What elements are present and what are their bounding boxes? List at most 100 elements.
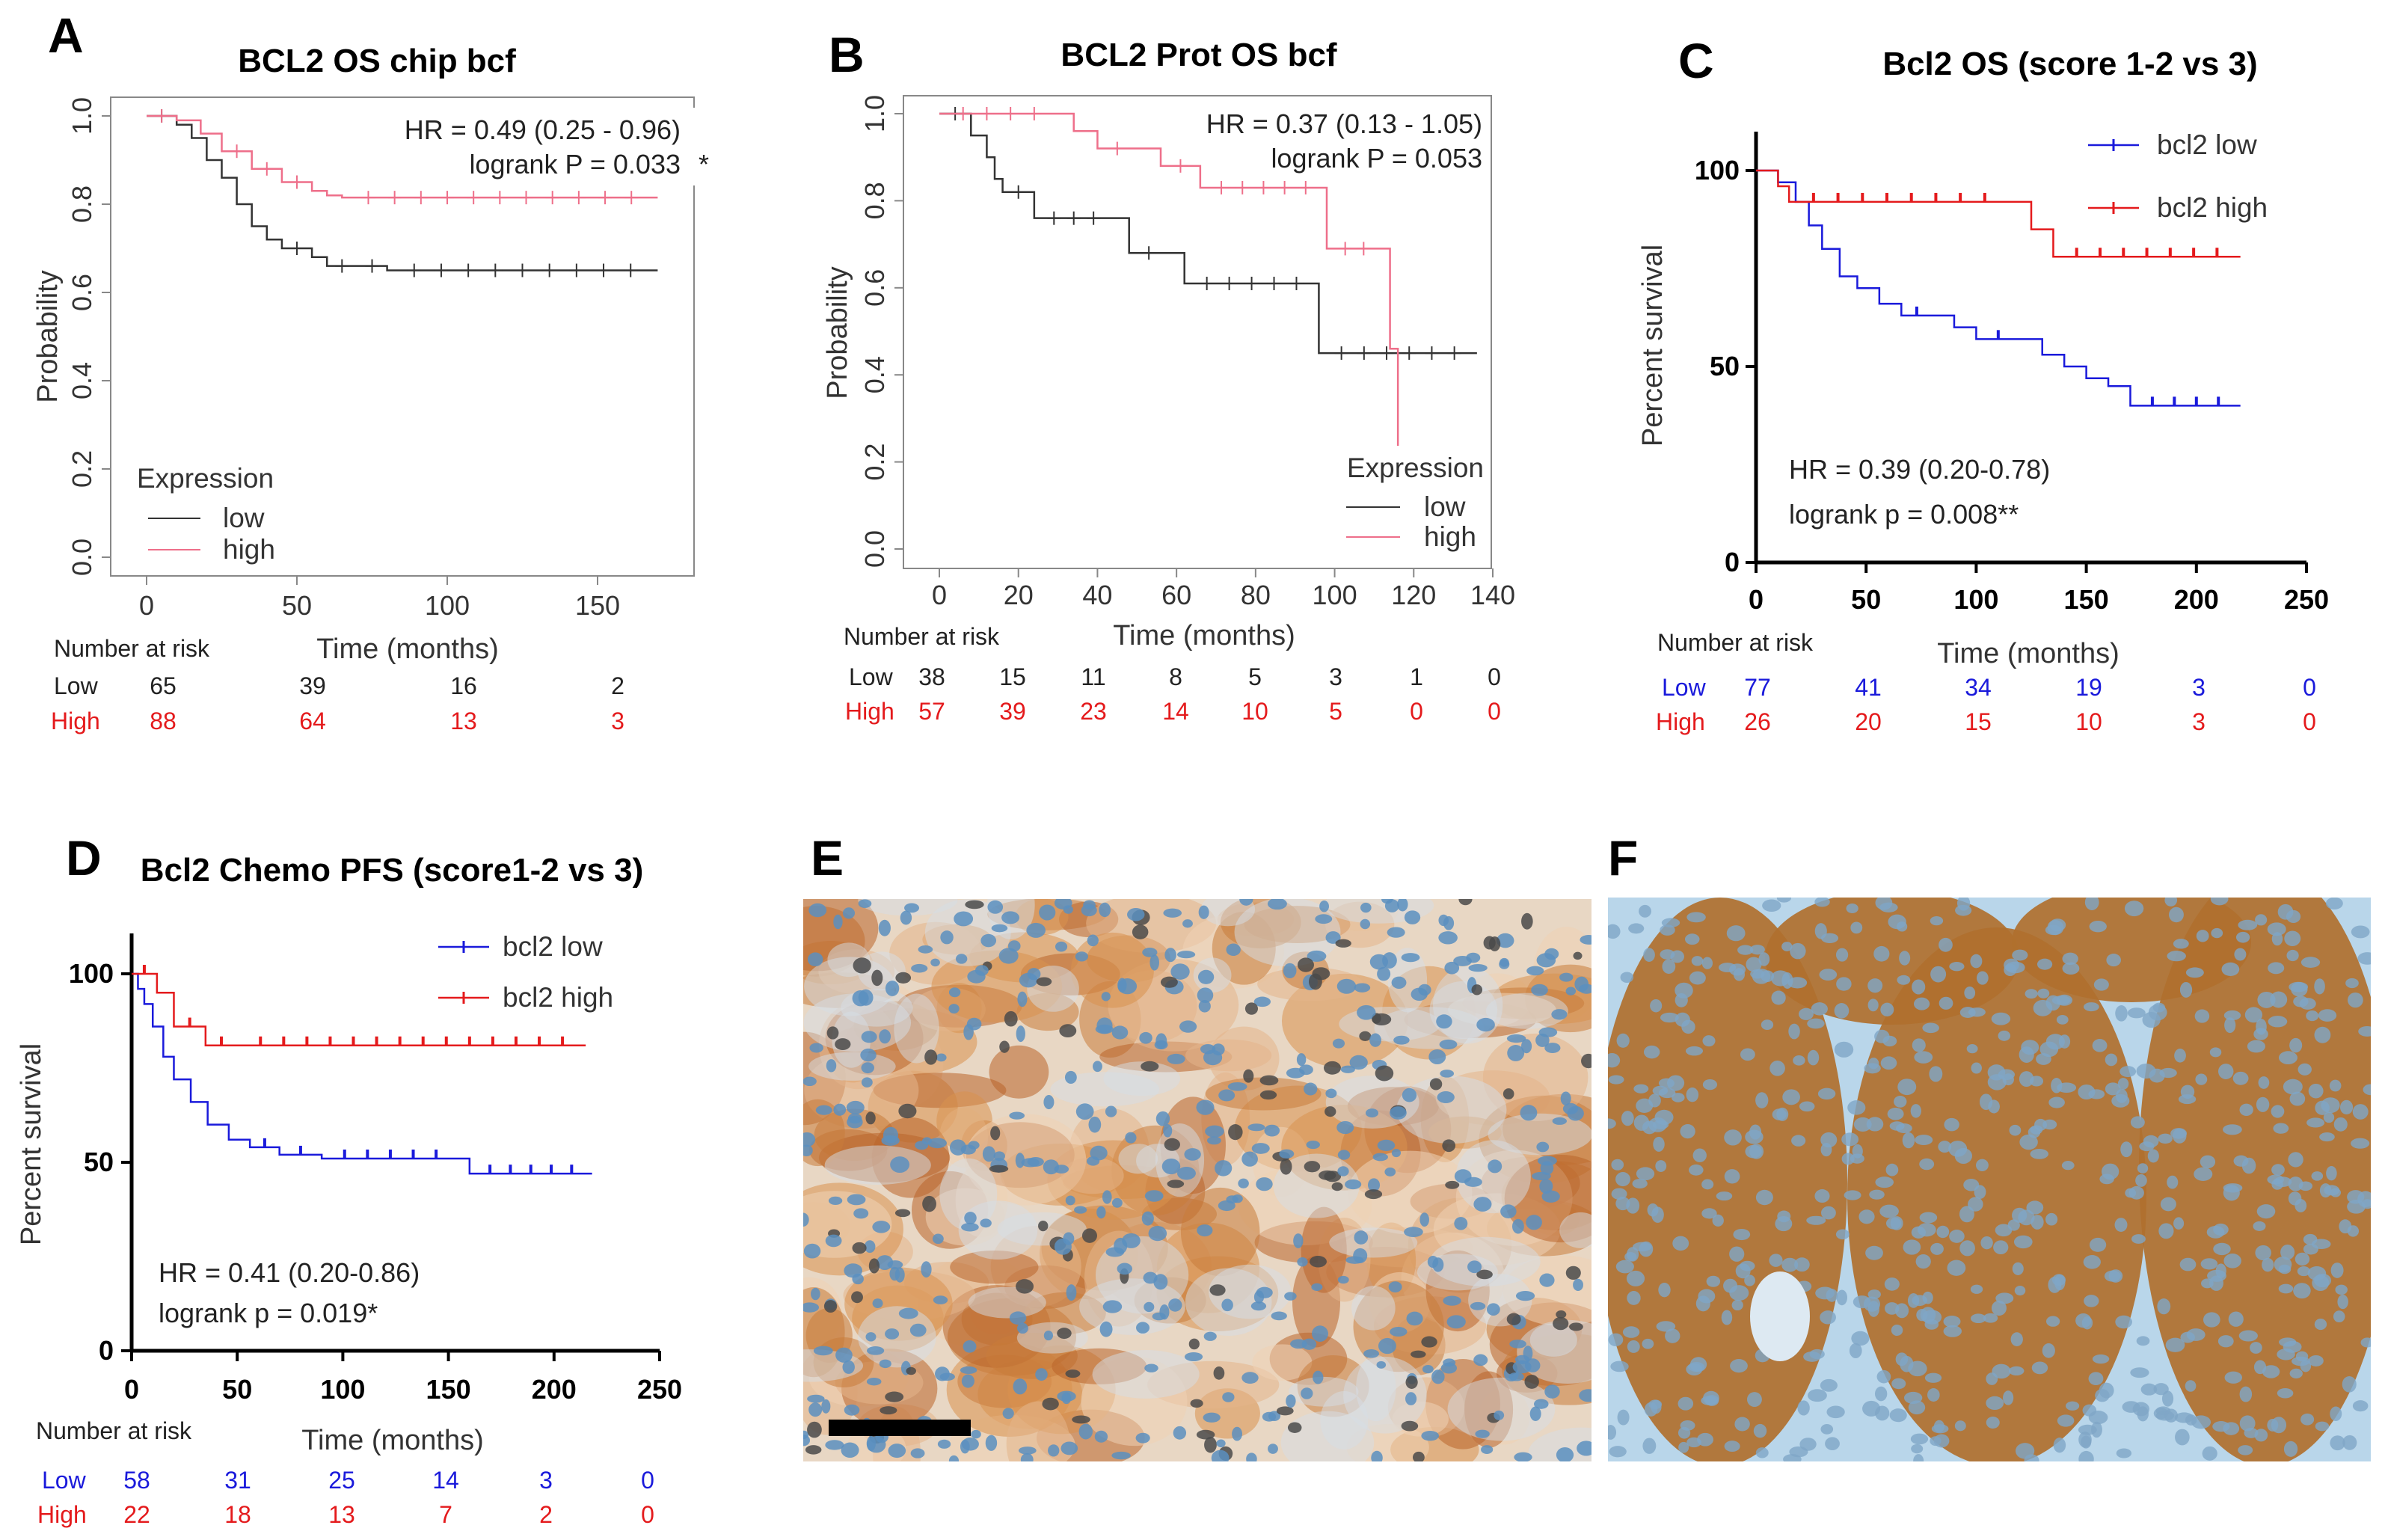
nucleus	[1819, 969, 1838, 981]
nucleus	[2173, 1128, 2187, 1144]
nucleus	[1135, 1322, 1150, 1334]
nucleus	[2329, 1079, 2342, 1092]
y-tick-label: 0.6	[859, 269, 890, 307]
nucleus	[1874, 1029, 1890, 1043]
nucleus	[1834, 1003, 1850, 1019]
nucleus	[2003, 1390, 2014, 1405]
nucleus	[1675, 993, 1688, 1007]
nucleus	[1401, 953, 1420, 963]
nucleus	[1422, 1364, 1434, 1374]
nucleus	[2333, 1310, 2345, 1323]
nucleus	[1063, 905, 1073, 914]
nucleus	[2116, 1088, 2128, 1103]
nucleus	[1540, 1161, 1554, 1175]
nucleus	[1470, 1301, 1486, 1310]
nucleus	[948, 987, 961, 998]
nucleus	[1250, 1301, 1267, 1311]
nucleus	[2258, 1076, 2270, 1089]
panel-letter-f: F	[1608, 830, 1638, 886]
legend-label-low-a: low	[223, 503, 265, 533]
nucleus	[1814, 1189, 1830, 1203]
nucleus	[1061, 1392, 1072, 1405]
nucleus	[1841, 1132, 1859, 1147]
stain-region	[950, 1250, 1039, 1284]
nucleus	[1524, 1375, 1539, 1389]
nucleus	[2213, 1242, 2231, 1256]
nucleus	[1755, 1189, 1773, 1206]
nucleus	[1769, 1254, 1783, 1267]
nucleus	[1280, 1158, 1292, 1175]
nucleus	[1729, 1246, 1745, 1262]
nucleus	[1912, 1038, 1926, 1052]
risk-count-high: 5	[1329, 698, 1342, 725]
pale-region	[1455, 1140, 1531, 1214]
nucleus	[1429, 1078, 1443, 1090]
nucleus	[1331, 1182, 1343, 1191]
nucleus	[1125, 1132, 1137, 1144]
nucleus	[872, 1221, 891, 1233]
nucleus	[1445, 1180, 1460, 1189]
nucleus	[1658, 1282, 1671, 1298]
nucleus	[1642, 1338, 1654, 1349]
nucleus	[1539, 1179, 1553, 1194]
nucleus	[2253, 1221, 2266, 1231]
logrank-text-b: logrank P = 0.053	[1271, 143, 1482, 174]
nucleus	[1531, 984, 1548, 996]
nucleus	[2116, 1448, 2132, 1458]
nucleus	[1253, 996, 1271, 1007]
hr-text-d: HR = 0.41 (0.20-0.86)	[159, 1257, 420, 1288]
nucleus	[2185, 1414, 2197, 1426]
nucleus	[1749, 945, 1765, 955]
nucleus	[1959, 1007, 1976, 1018]
nucleus	[2173, 939, 2189, 949]
x-tick-label: 150	[426, 1374, 471, 1405]
nucleus	[1678, 1441, 1689, 1453]
nucleus	[1357, 1004, 1376, 1020]
nucleus	[1533, 1399, 1549, 1409]
nucleus	[1419, 1212, 1429, 1227]
nucleus	[1731, 1299, 1743, 1311]
pale-region	[894, 993, 939, 1064]
nucleus	[1105, 1105, 1117, 1117]
nucleus	[1782, 1089, 1800, 1105]
nucleus	[811, 1287, 820, 1301]
nucleus	[1746, 1392, 1762, 1408]
x-tick-label: 50	[282, 590, 312, 621]
nucleus	[1944, 1117, 1959, 1132]
nucleus	[1867, 998, 1879, 1012]
nucleus	[2036, 958, 2053, 970]
legend-label-low-d: bcl2 low	[503, 931, 603, 962]
nucleus	[1834, 1041, 1854, 1058]
nucleus	[1807, 1049, 1820, 1066]
nucleus	[1650, 998, 1663, 1013]
risk-count-high: 20	[1855, 708, 1882, 735]
nucleus	[1016, 1025, 1025, 1043]
nucleus	[1241, 1372, 1259, 1384]
nucleus	[1971, 1062, 1982, 1074]
nucleus	[1919, 1212, 1938, 1224]
nucleus	[1332, 1038, 1345, 1049]
nucleus	[1793, 1055, 1805, 1066]
risk-count-high: 3	[2192, 708, 2206, 735]
nucleus	[2221, 962, 2240, 976]
risk-count-low: 0	[1488, 663, 1501, 690]
nucleus	[1734, 1417, 1750, 1432]
nucleus	[2256, 1096, 2270, 1112]
pale-region	[1356, 1355, 1396, 1422]
nucleus	[1948, 1141, 1968, 1157]
nucleus	[1467, 1260, 1482, 1274]
nucleus	[2283, 1340, 2302, 1353]
nucleus	[1835, 948, 1849, 962]
nucleus	[2239, 1415, 2256, 1432]
legend-label-low-b: low	[1424, 491, 1466, 522]
nucleus	[1858, 1209, 1875, 1224]
x-axis-label-c: Time (months)	[1937, 638, 2120, 669]
nucleus	[1908, 1400, 1926, 1415]
risk-count-high: 3	[611, 708, 624, 734]
risk-count-low: 58	[123, 1467, 150, 1494]
logrank-text-c: logrank p = 0.008**	[1789, 499, 2019, 530]
nucleus	[2213, 1223, 2229, 1236]
nucleus	[1912, 979, 1926, 995]
nucleus	[2347, 1225, 2360, 1237]
pale-region	[958, 1200, 1038, 1260]
